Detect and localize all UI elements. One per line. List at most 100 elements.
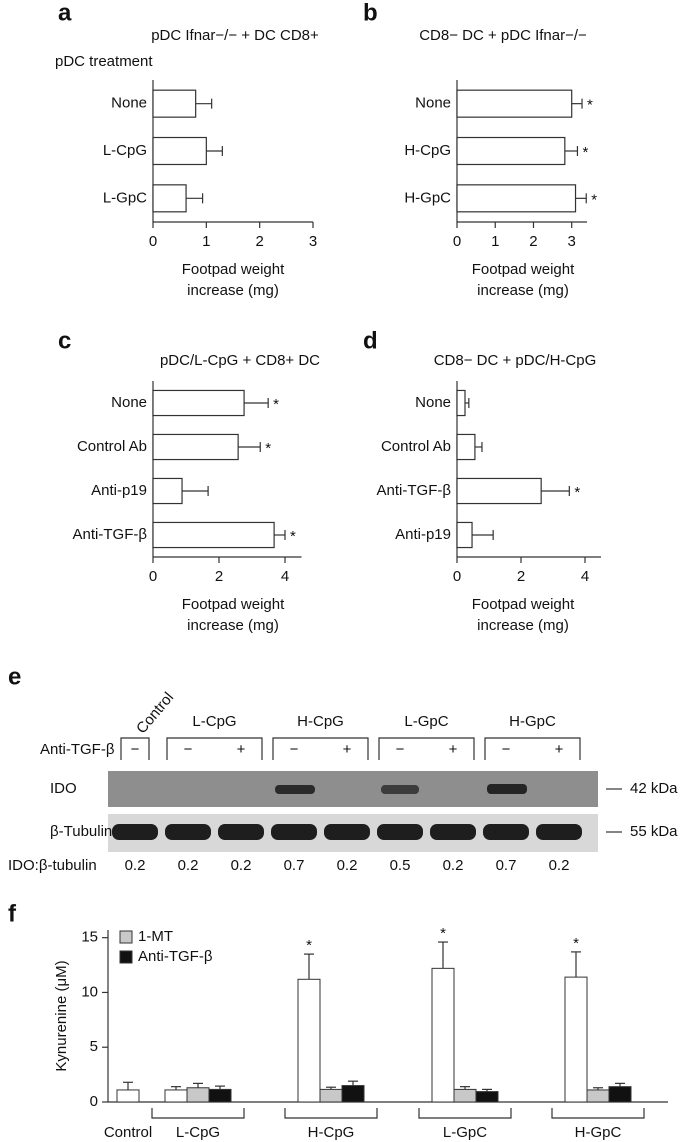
panel-label: a — [58, 0, 72, 26]
chart-title: pDC/L-CpG + CD8+ DC — [160, 352, 320, 369]
significance-marker: * — [573, 935, 579, 952]
legend-label: 1-MT — [138, 928, 173, 945]
bar — [116, 1089, 140, 1103]
ratio-value: 0.5 — [390, 857, 411, 874]
treatment-sign: + — [555, 741, 564, 758]
significance-marker: * — [290, 528, 296, 545]
x-tick-label: L-GpC — [443, 1124, 487, 1141]
panel-label: b — [363, 0, 378, 26]
bar — [297, 978, 321, 1103]
bar — [564, 976, 588, 1103]
y-tick-label: Anti-p19 — [91, 482, 147, 499]
x-axis-label: increase (mg) — [477, 617, 569, 634]
y-axis-label: Kynurenine (μM) — [53, 960, 70, 1071]
bar — [456, 433, 476, 461]
significance-marker: * — [273, 396, 279, 413]
significance-marker: * — [582, 144, 588, 161]
ratio-value: 0.7 — [496, 857, 517, 874]
bar — [152, 477, 183, 505]
treatment-sign: + — [237, 741, 246, 758]
chart-title: pDC Ifnar−/− + DC CD8+ — [151, 27, 319, 44]
x-axis-label: Footpad weight — [472, 261, 575, 278]
chart-title: CD8− DC + pDC Ifnar−/− — [419, 27, 587, 44]
x-axis-label: increase (mg) — [187, 282, 279, 299]
bar — [152, 521, 275, 549]
y-tick-label: 15 — [81, 929, 98, 946]
treatment-sign: − — [131, 741, 140, 758]
ratio-value: 0.2 — [125, 857, 146, 874]
treatment-sign: − — [502, 741, 511, 758]
bar — [186, 1087, 210, 1103]
panel-label: e — [8, 663, 21, 690]
y-tick-label: Anti-p19 — [395, 526, 451, 543]
treatment-label: Anti-TGF-β — [40, 741, 115, 758]
legend-swatch — [119, 950, 133, 964]
tubulin-band — [430, 824, 476, 840]
y-tick-label: None — [415, 394, 451, 411]
group-bracket — [272, 737, 369, 760]
x-tick-label: 0 — [149, 233, 157, 250]
bar — [164, 1089, 188, 1103]
size-label: 42 kDa — [630, 780, 678, 797]
x-tick-label: 4 — [581, 568, 589, 585]
y-tick-label: Control Ab — [381, 438, 451, 455]
x-tick-label: H-CpG — [308, 1124, 355, 1141]
legend-swatch — [119, 930, 133, 944]
tubulin-band — [377, 824, 423, 840]
significance-marker: * — [574, 484, 580, 501]
bar — [152, 389, 245, 417]
y-tick-label: None — [111, 95, 147, 112]
group-bracket — [151, 1108, 245, 1119]
group-label: Control — [133, 689, 177, 737]
x-tick-label: 0 — [453, 233, 461, 250]
x-tick-label: 1 — [202, 233, 210, 250]
group-label: L-GpC — [404, 713, 448, 730]
ratio-value: 0.2 — [231, 857, 252, 874]
bar — [152, 433, 239, 461]
x-tick-label: 4 — [281, 568, 289, 585]
ratio-value: 0.2 — [337, 857, 358, 874]
panel-label: f — [8, 900, 17, 927]
tubulin-band — [218, 824, 264, 840]
treatment-sign: + — [449, 741, 458, 758]
significance-marker: * — [265, 440, 271, 457]
bar — [341, 1085, 365, 1103]
bar — [456, 184, 577, 213]
tubulin-band — [536, 824, 582, 840]
ido-band — [487, 784, 527, 794]
x-tick-label: 2 — [529, 233, 537, 250]
tubulin-band — [112, 824, 158, 840]
significance-marker: * — [591, 191, 597, 208]
bar — [456, 477, 542, 505]
x-tick-label: 3 — [309, 233, 317, 250]
y-tick-label: H-GpC — [404, 189, 451, 206]
group-label: L-CpG — [192, 713, 236, 730]
group-bracket — [484, 737, 581, 760]
ido-band — [381, 785, 419, 794]
bar — [456, 89, 573, 118]
group-bracket — [120, 737, 150, 760]
x-axis-label: increase (mg) — [477, 282, 569, 299]
tubulin-band — [483, 824, 529, 840]
bar — [475, 1091, 499, 1103]
x-tick-label: 2 — [255, 233, 263, 250]
ratio-value: 0.2 — [178, 857, 199, 874]
x-tick-label: 0 — [149, 568, 157, 585]
tubulin-band — [271, 824, 317, 840]
x-axis-label: Footpad weight — [472, 596, 575, 613]
bar — [456, 389, 466, 417]
significance-marker: * — [587, 97, 593, 114]
bar — [586, 1089, 610, 1103]
x-tick-label: H-GpC — [575, 1124, 622, 1141]
bar — [456, 136, 566, 166]
x-tick-label: 0 — [453, 568, 461, 585]
bar — [152, 89, 197, 118]
x-axis-label: increase (mg) — [187, 617, 279, 634]
group-bracket — [418, 1108, 512, 1119]
significance-marker: * — [440, 925, 446, 942]
bar — [608, 1086, 632, 1103]
y-tick-label: 5 — [90, 1038, 98, 1055]
x-tick-label: Control — [104, 1124, 152, 1141]
